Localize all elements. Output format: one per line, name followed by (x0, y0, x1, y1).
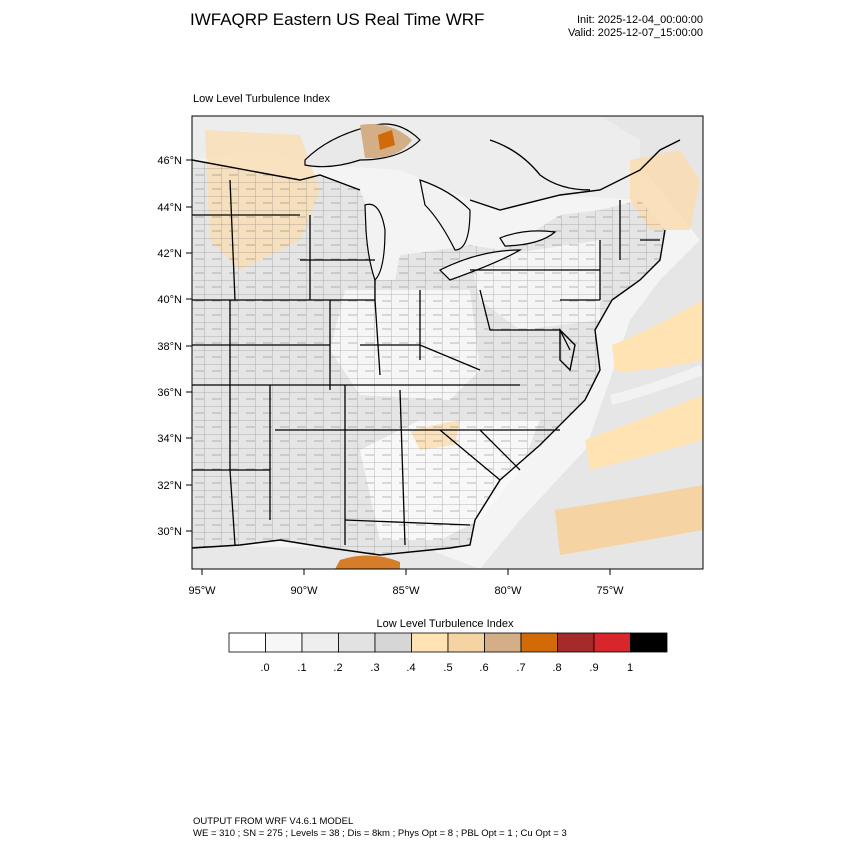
colorbar-swatch (265, 632, 303, 653)
colorbar-swatch (301, 632, 339, 653)
footer-params-line: WE = 310 ; SN = 275 ; Levels = 38 ; Dis … (193, 828, 567, 839)
lake-superior-turbulence-core (378, 130, 395, 150)
ocean-field (480, 116, 703, 569)
state-boundaries (192, 179, 660, 546)
main-title: IWFAQRP Eastern US Real Time WRF (190, 10, 485, 29)
valid-time-label: Valid: 2025-12-07_15:00:00 (568, 27, 703, 39)
plot-frame (191, 115, 704, 570)
lat-tick-44: 44°N (157, 202, 182, 214)
init-time-label: Init: 2025-12-04_00:00:00 (577, 14, 703, 26)
lon-axis: 95°W 90°W 85°W 80°W 75°W (188, 569, 624, 597)
map-field (192, 116, 703, 569)
ocean-turbulence-band-3 (555, 485, 703, 555)
colorbar-label: .5 (443, 662, 453, 674)
plot-subtitle: Low Level Turbulence Index (193, 93, 330, 105)
lat-tick-42: 42°N (157, 248, 182, 260)
colorbar-label: .3 (370, 662, 380, 674)
lat-tick-32: 32°N (157, 480, 182, 492)
lat-axis: 46°N 44°N 42°N 40°N 38°N 36°N 34°N 32°N … (157, 155, 192, 538)
colorbar-label: .0 (260, 662, 270, 674)
lat-tick-38: 38°N (157, 341, 182, 353)
ocean-turbulence-band-1 (612, 300, 703, 372)
lat-tick-36: 36°N (157, 387, 182, 399)
colorbar-label: 1 (626, 662, 634, 674)
lake-erie (438, 249, 523, 281)
colorbar-swatch (484, 632, 522, 653)
lat-tick-46: 46°N (157, 155, 182, 167)
lon-tick-85: 85°W (392, 585, 420, 597)
canada-field (192, 116, 640, 210)
colorbar-swatch (374, 632, 412, 653)
lake-ontario (499, 230, 557, 247)
gulf-turbulence-spot (335, 555, 400, 569)
turbulence-map: 46°N 44°N 42°N 40°N 38°N 36°N 34°N 32°N … (157, 115, 704, 597)
colorbar-swatch (411, 632, 449, 653)
coastlines (192, 139, 681, 556)
lon-tick-75: 75°W (596, 585, 624, 597)
colorbar-swatch (228, 632, 266, 653)
colorbar-title: Low Level Turbulence Index (376, 618, 514, 630)
gulf-field (192, 545, 480, 569)
colorbar-label: .6 (479, 662, 489, 674)
ocean-turbulence-band-2 (585, 395, 703, 470)
colorbar-label: .2 (333, 662, 343, 674)
lat-tick-40: 40°N (157, 294, 182, 306)
lat-tick-34: 34°N (157, 433, 182, 445)
colorbar-swatch (520, 632, 558, 653)
colorbar-swatch (593, 632, 631, 653)
colorbar-swatch (447, 632, 485, 653)
lon-tick-90: 90°W (290, 585, 318, 597)
lake-michigan (364, 203, 386, 282)
colorbar-label: .1 (297, 662, 307, 674)
colorbar-label: .8 (552, 662, 562, 674)
colorbar-swatch (630, 632, 668, 653)
colorbar (228, 632, 668, 653)
lat-tick-30: 30°N (157, 526, 182, 538)
footer-model-line: OUTPUT FROM WRF V4.6.1 MODEL (193, 816, 354, 827)
colorbar-label: .7 (516, 662, 526, 674)
colorbar-swatch (338, 632, 376, 653)
lon-tick-95: 95°W (188, 585, 216, 597)
lon-tick-80: 80°W (494, 585, 522, 597)
colorbar-label: .4 (406, 662, 416, 674)
ocean-light-band (610, 365, 703, 405)
lake-huron (419, 179, 471, 251)
colorbar-label: .9 (589, 662, 599, 674)
colorbar-swatch (557, 632, 595, 653)
